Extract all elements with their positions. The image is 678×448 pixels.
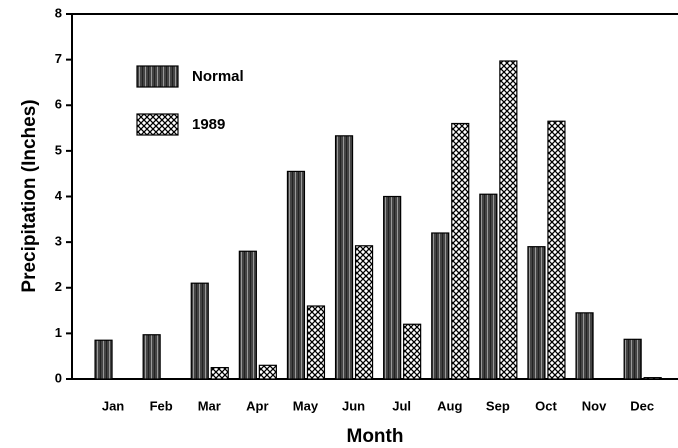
y-tick-label: 7 [55,51,62,66]
y-tick-label: 4 [55,188,63,203]
y-tick-label: 0 [55,370,62,385]
bar [354,245,374,380]
y-axis-title: Precipitation (Inches) [19,99,40,292]
legend-label: 1989 [192,116,225,133]
y-tick-label: 6 [55,97,62,112]
x-tick-label: Nov [582,398,607,413]
x-tick-label: Dec [630,398,654,413]
y-tick-label: 8 [55,5,62,20]
bar [575,312,594,380]
x-tick-label: Jan [102,398,124,413]
x-tick-label: Apr [246,398,268,413]
x-tick-label: Jun [342,398,365,413]
x-tick-label: May [293,398,319,413]
bar [451,122,470,380]
bar [210,366,229,380]
bar [142,334,161,380]
y-tick-label: 5 [55,142,62,157]
legend-swatch [136,113,179,136]
bar [403,323,422,380]
x-tick-label: Sep [486,398,510,413]
bar [334,135,354,380]
legend-label: Normal [192,68,244,85]
bar [431,232,450,380]
bar [258,364,277,380]
y-tick-label: 3 [55,234,62,249]
bar [383,195,402,380]
x-tick-label: Jul [392,398,411,413]
x-tick-label: Aug [437,398,462,413]
bar [238,250,257,380]
x-tick-label: Oct [535,398,557,413]
bar [547,120,566,380]
y-tick-label: 1 [55,325,62,340]
bar [499,60,518,380]
legend-swatch [136,65,179,88]
y-tick-label: 2 [55,279,62,294]
bar [94,339,113,380]
bar [479,193,498,380]
bar [286,170,306,380]
bar [643,377,662,380]
x-tick-label: Mar [198,398,221,413]
bar [527,246,546,380]
bar [306,305,326,380]
bar [623,338,642,380]
x-axis-title: Month [347,426,404,447]
x-tick-label: Feb [150,398,173,413]
bar [190,282,209,380]
